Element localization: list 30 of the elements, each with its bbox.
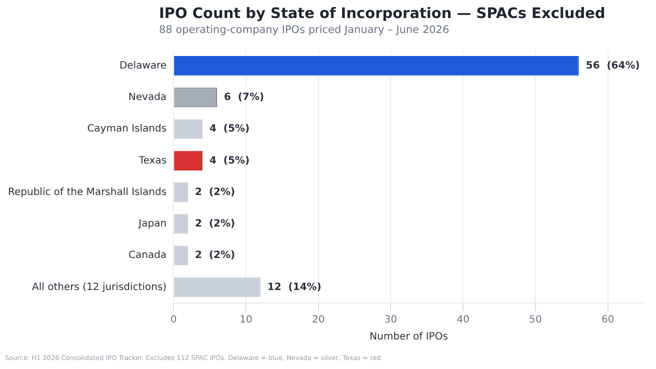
- x-axis-title: Number of IPOs: [370, 332, 448, 343]
- y-tick-label: Texas: [138, 155, 167, 166]
- y-tick-label: Cayman Islands: [87, 124, 167, 135]
- x-tick-label: 60: [601, 314, 614, 326]
- bar: [174, 277, 260, 297]
- y-tick-label: All others (12 jurisdictions): [32, 282, 167, 293]
- y-tick-label: Nevada: [128, 92, 167, 104]
- data-label: 2 (2%): [195, 250, 236, 262]
- y-tick-label: Republic of the Marshall Islands: [8, 186, 167, 198]
- chart-title: IPO Count by State of Incorporation — SPACs Excluded: [159, 6, 606, 22]
- x-tick-label: 10: [240, 314, 252, 326]
- data-label: 6 (7%): [224, 92, 264, 104]
- x-tick-label: 50: [529, 314, 542, 326]
- x-tick-label: 40: [456, 314, 470, 326]
- bar: [174, 150, 203, 170]
- data-label: 4 (5%): [210, 155, 250, 166]
- bar: [174, 119, 203, 139]
- x-tick-label: 0: [170, 314, 177, 326]
- data-label: 4 (5%): [210, 124, 250, 135]
- x-tick-label: 30: [384, 314, 398, 326]
- data-label: 2 (2%): [195, 186, 236, 198]
- chart-subtitle: 88 operating-company IPOs priced January – June 2026: [159, 24, 450, 36]
- bar: [174, 56, 579, 76]
- data-label: 2 (2%): [195, 218, 236, 230]
- y-tick-label: Canada: [128, 250, 167, 262]
- x-tick-label: 20: [312, 314, 325, 326]
- data-label: 56 (64%): [586, 60, 640, 72]
- y-tick-label: Japan: [138, 218, 167, 230]
- data-label: 12 (14%): [267, 282, 322, 293]
- y-tick-label: Delaware: [119, 60, 167, 72]
